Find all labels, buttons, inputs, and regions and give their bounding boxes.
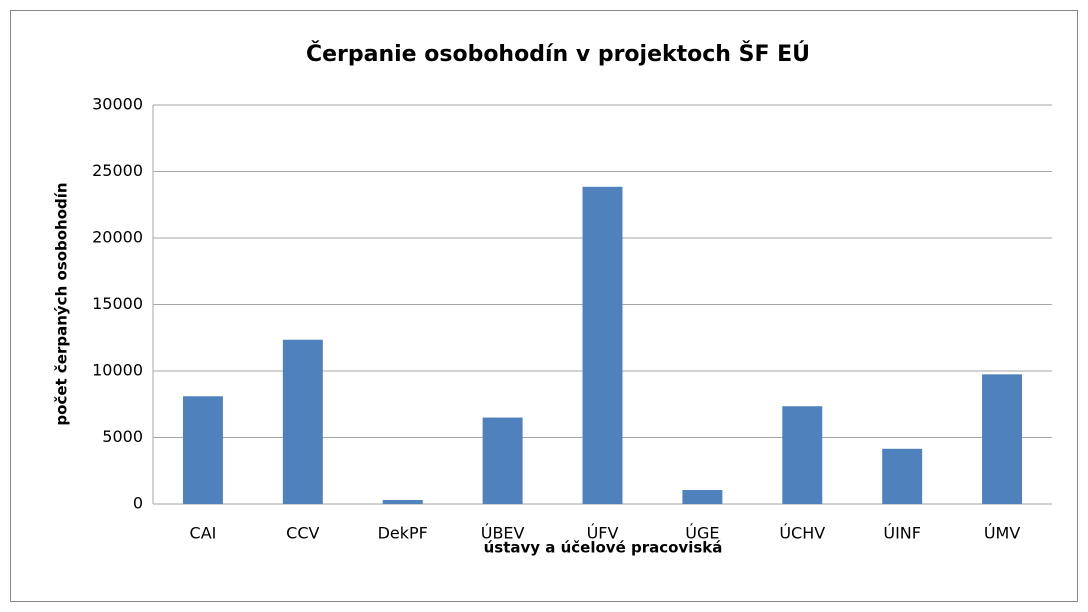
bar (982, 374, 1023, 504)
bar (482, 417, 523, 504)
x-tick-label: ÚCHV (779, 524, 825, 543)
y-tick-label: 30000 (92, 95, 143, 114)
x-tick-label: ÚBEV (481, 524, 525, 543)
y-tick-label: 20000 (92, 228, 143, 247)
x-tick-label: ÚMV (984, 524, 1021, 543)
bar (682, 490, 723, 504)
x-tick-label: CAI (190, 524, 217, 543)
bar (282, 339, 323, 504)
bar (582, 186, 623, 505)
x-tick-label: ÚINF (883, 524, 921, 543)
bar (382, 500, 423, 504)
y-tick-label: 5000 (102, 427, 143, 446)
bar (882, 448, 923, 504)
x-tick-label: ÚGE (685, 524, 719, 543)
bar (182, 396, 223, 504)
y-tick-label: 0 (133, 494, 143, 513)
x-tick-label: DekPF (378, 524, 428, 543)
y-tick-label: 25000 (92, 161, 143, 180)
x-tick-label: CCV (286, 524, 319, 543)
bar (782, 406, 823, 504)
chart-title: Čerpanie osobohodín v projektoch ŠF EÚ (306, 41, 810, 67)
chart-border (10, 10, 1078, 602)
x-tick-label: ÚFV (587, 524, 619, 543)
y-tick-label: 10000 (92, 361, 143, 380)
x-axis-label: ústavy a účelové pracoviská (484, 539, 723, 557)
y-axis-label: počet čerpaných osobohodín (53, 182, 71, 425)
y-tick-label: 15000 (92, 294, 143, 313)
